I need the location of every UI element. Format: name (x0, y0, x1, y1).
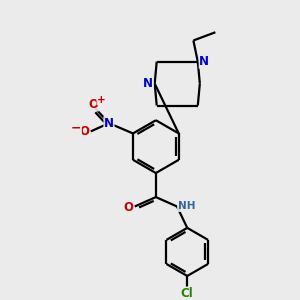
Text: −: − (71, 122, 81, 135)
Text: O: O (88, 98, 98, 111)
Text: +: + (97, 95, 106, 105)
Text: N: N (104, 117, 114, 130)
Text: N: N (143, 77, 153, 90)
Text: O: O (79, 125, 89, 138)
Text: O: O (123, 201, 133, 214)
Text: NH: NH (178, 202, 195, 212)
Text: Cl: Cl (181, 287, 194, 300)
Text: N: N (199, 55, 209, 68)
